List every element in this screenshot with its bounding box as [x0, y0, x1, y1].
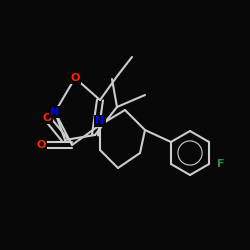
Text: O: O — [42, 113, 52, 123]
Text: O: O — [70, 73, 80, 83]
Text: N: N — [50, 107, 60, 117]
Text: O: O — [36, 140, 46, 150]
Text: N: N — [96, 116, 104, 126]
Text: F: F — [217, 159, 224, 169]
